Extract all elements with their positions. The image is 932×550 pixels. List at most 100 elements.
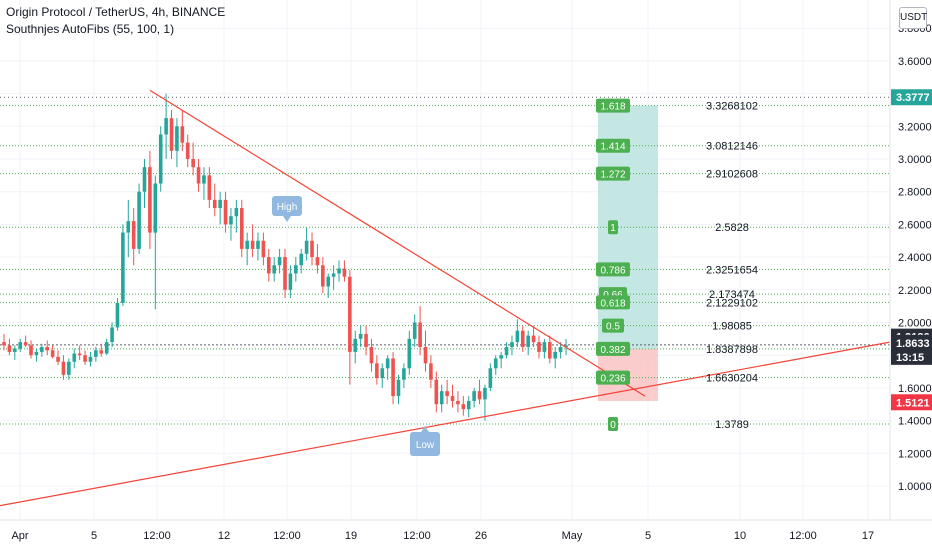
candle-body — [321, 265, 325, 287]
candle-body — [515, 330, 520, 343]
price-tick-label: 3.6000 — [898, 56, 932, 68]
fib-ratio-badge — [602, 318, 624, 333]
candle-body — [261, 240, 266, 258]
fib-ratio-badge — [596, 262, 630, 277]
time-tick-label: 5 — [91, 530, 97, 542]
candle-body — [77, 353, 82, 356]
fib-ratio-label: 0.382 — [600, 345, 625, 356]
price-tick-label: 1.0000 — [898, 481, 932, 493]
candle-body — [7, 345, 12, 352]
candle-body — [23, 342, 28, 346]
high-marker-label: High — [277, 202, 298, 213]
fib-value-label: 2.3251654 — [706, 264, 758, 276]
candle-body — [234, 208, 239, 217]
candle-body — [348, 276, 352, 352]
candle-body — [223, 199, 228, 225]
candle-body — [45, 347, 50, 351]
price-tick-label: 2.4000 — [898, 252, 932, 264]
candle-body — [310, 240, 314, 258]
candle-body — [396, 379, 401, 397]
candle-body — [547, 342, 552, 359]
trend-lines — [0, 89, 891, 507]
candle-body — [456, 400, 460, 405]
candle-body — [18, 342, 23, 349]
candle-body — [445, 391, 449, 397]
currency-selector[interactable]: USDT — [899, 7, 927, 29]
candle-body — [294, 265, 298, 274]
candle-body — [110, 327, 114, 343]
candle-body — [169, 118, 174, 151]
candle-body — [88, 356, 93, 362]
candle-body — [56, 356, 60, 362]
price-axis[interactable]: 3.80003.60003.40003.20003.00002.80002.60… — [889, 0, 932, 520]
candle-body — [218, 199, 222, 209]
fib-value-label: 3.3268102 — [706, 101, 758, 113]
low-marker-box — [410, 432, 440, 456]
candlestick-series — [2, 93, 568, 421]
candle-body — [283, 257, 287, 290]
symbol-title[interactable]: Origin Protocol / TetherUS, 4h, BINANCE — [6, 5, 226, 19]
candle-body — [29, 345, 33, 356]
time-tick-label: 12:00 — [273, 530, 301, 542]
candle-body — [99, 350, 104, 354]
candle-body — [158, 134, 163, 184]
candle-body — [272, 265, 276, 274]
time-axis[interactable]: Apr 5 12:00 12 12:00 19 12:00 26 May 5 10 12:00 17 — [0, 519, 932, 550]
price-label-red: 1.5121 — [896, 397, 930, 409]
fib-ratio-badge — [596, 98, 630, 113]
candle-body — [510, 342, 514, 348]
candle-body — [50, 350, 55, 357]
candle-body — [104, 342, 109, 354]
price-tick-label: 1.2000 — [898, 448, 932, 460]
candle-body — [412, 322, 417, 339]
fib-value-label: 1.98085 — [712, 321, 752, 333]
fib-ratio-label: 0.786 — [600, 265, 625, 276]
candle-body — [34, 351, 39, 356]
time-tick-label: 12:00 — [143, 530, 171, 542]
candle-body — [531, 335, 536, 343]
candle-body — [67, 361, 71, 375]
candle-body — [185, 142, 190, 159]
indicator-title[interactable]: Southnjes AutoFibs (55, 100, 1) — [6, 22, 175, 36]
candle-body — [331, 273, 336, 277]
price-tick-label: 1.4000 — [898, 416, 932, 428]
candle-body — [229, 216, 233, 225]
candle-body — [504, 347, 509, 356]
candle-body — [315, 257, 320, 266]
candle-body — [277, 257, 282, 266]
ascending-trendline — [0, 341, 891, 507]
candle-body — [61, 361, 66, 375]
candle-body — [191, 159, 195, 168]
fib-ratio-badge — [596, 370, 630, 385]
candle-body — [121, 232, 125, 303]
candle-body — [245, 240, 249, 249]
candle-body — [461, 404, 466, 410]
high-low-markers: High Low — [272, 196, 440, 456]
candle-body — [175, 126, 179, 151]
candle-body — [439, 391, 444, 405]
candle-body — [380, 368, 385, 379]
candle-body — [337, 268, 341, 274]
candle-body — [153, 183, 158, 233]
candle-body — [288, 273, 293, 290]
fib-value-label: 1.6630204 — [706, 373, 758, 385]
fib-ratio-label: 0.236 — [600, 374, 625, 385]
fib-value-label: 2.173474 — [709, 289, 755, 301]
fib-ratio-label: 1.272 — [600, 170, 625, 181]
candle-body — [391, 358, 395, 397]
candle-body — [256, 240, 260, 249]
time-tick-label: 19 — [345, 530, 357, 542]
time-tick-label: Apr — [11, 530, 28, 542]
time-tick-label: 17 — [862, 530, 874, 542]
candle-body — [423, 347, 428, 364]
candle-body — [537, 342, 541, 352]
candle-body — [326, 276, 331, 287]
candle-body — [13, 348, 17, 352]
candle-body — [450, 396, 455, 401]
candle-body — [353, 338, 358, 352]
candle-body — [472, 391, 476, 401]
candle-body — [148, 167, 152, 233]
fib-ratio-label: 0.5 — [606, 322, 620, 333]
fib-ratio-badge — [596, 341, 630, 356]
